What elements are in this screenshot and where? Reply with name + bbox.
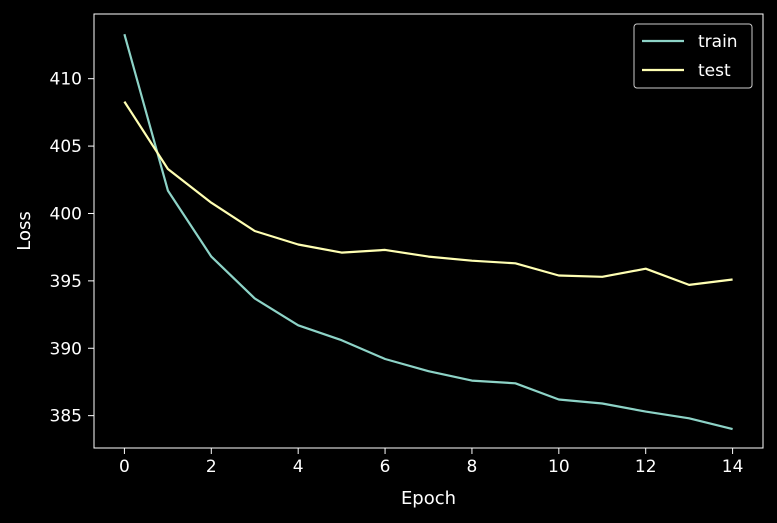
x-tick-label: 0	[119, 457, 130, 477]
y-tick-label: 400	[50, 204, 82, 224]
x-tick-label: 6	[380, 457, 391, 477]
y-tick-label: 405	[50, 137, 82, 157]
x-tick-label: 2	[206, 457, 217, 477]
y-tick-label: 410	[50, 70, 82, 90]
test-series-line	[123, 101, 733, 286]
train-series-line	[123, 33, 733, 431]
ticks-layer: 0 2 4 6 8 10 12 14 385 390 395 400 405 410	[50, 70, 744, 477]
legend-label-train: train	[698, 32, 738, 52]
x-tick-label: 10	[548, 457, 570, 477]
legend-label-test: test	[698, 61, 731, 81]
series-layer	[123, 33, 733, 431]
y-tick-label: 385	[50, 407, 82, 427]
y-tick-label: 390	[50, 339, 82, 359]
y-axis-label: Loss	[14, 211, 35, 250]
y-tick-label: 395	[50, 272, 82, 292]
x-axis-label: Epoch	[401, 488, 456, 509]
x-tick-label: 8	[467, 457, 478, 477]
x-tick-label: 14	[722, 457, 744, 477]
x-tick-label: 4	[293, 457, 304, 477]
legend: train test	[633, 23, 753, 89]
x-tick-label: 12	[635, 457, 657, 477]
plot-frame	[93, 13, 764, 449]
